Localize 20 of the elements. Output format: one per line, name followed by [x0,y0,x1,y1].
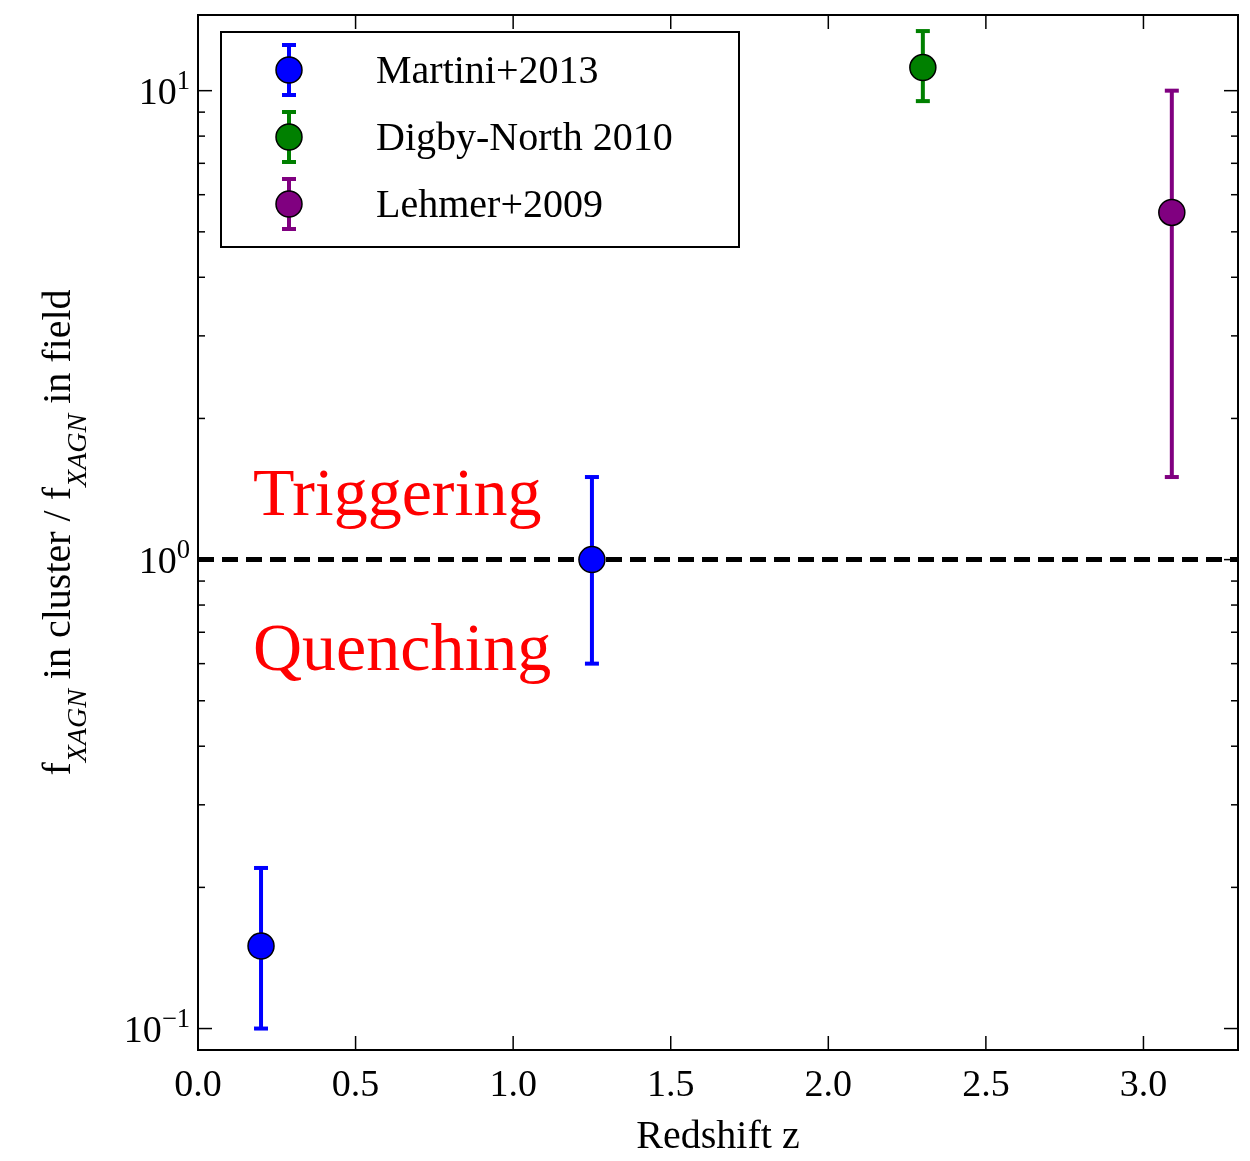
y-tick-label: 10$^{1}$ [138,64,190,112]
annotation: Quenching [253,608,552,685]
x-tick-label: 0.0 [174,1062,222,1104]
point [578,545,606,574]
point [247,932,275,960]
x-tick-label: 1.0 [489,1062,537,1104]
y-tick-label: 10$^{−1}$ [123,1002,190,1050]
annotation: Triggering [253,453,542,530]
legend-label: Martini+2013 [376,47,599,92]
x-tick-label: 3.0 [1119,1062,1168,1104]
x-tick-label: 2.0 [804,1062,853,1104]
legend-label: Digby-North 2010 [376,114,673,159]
y-tick-label: 10$^{0}$ [138,533,190,581]
legend-label: Lehmer+2009 [376,181,603,226]
point [909,53,937,82]
x-axis-title: Redshift z [636,1112,800,1157]
x-tick-label: 0.5 [331,1062,380,1104]
x-tick-label: 1.5 [646,1062,695,1104]
point [1158,198,1186,227]
x-tick-label: 2.5 [962,1062,1010,1104]
